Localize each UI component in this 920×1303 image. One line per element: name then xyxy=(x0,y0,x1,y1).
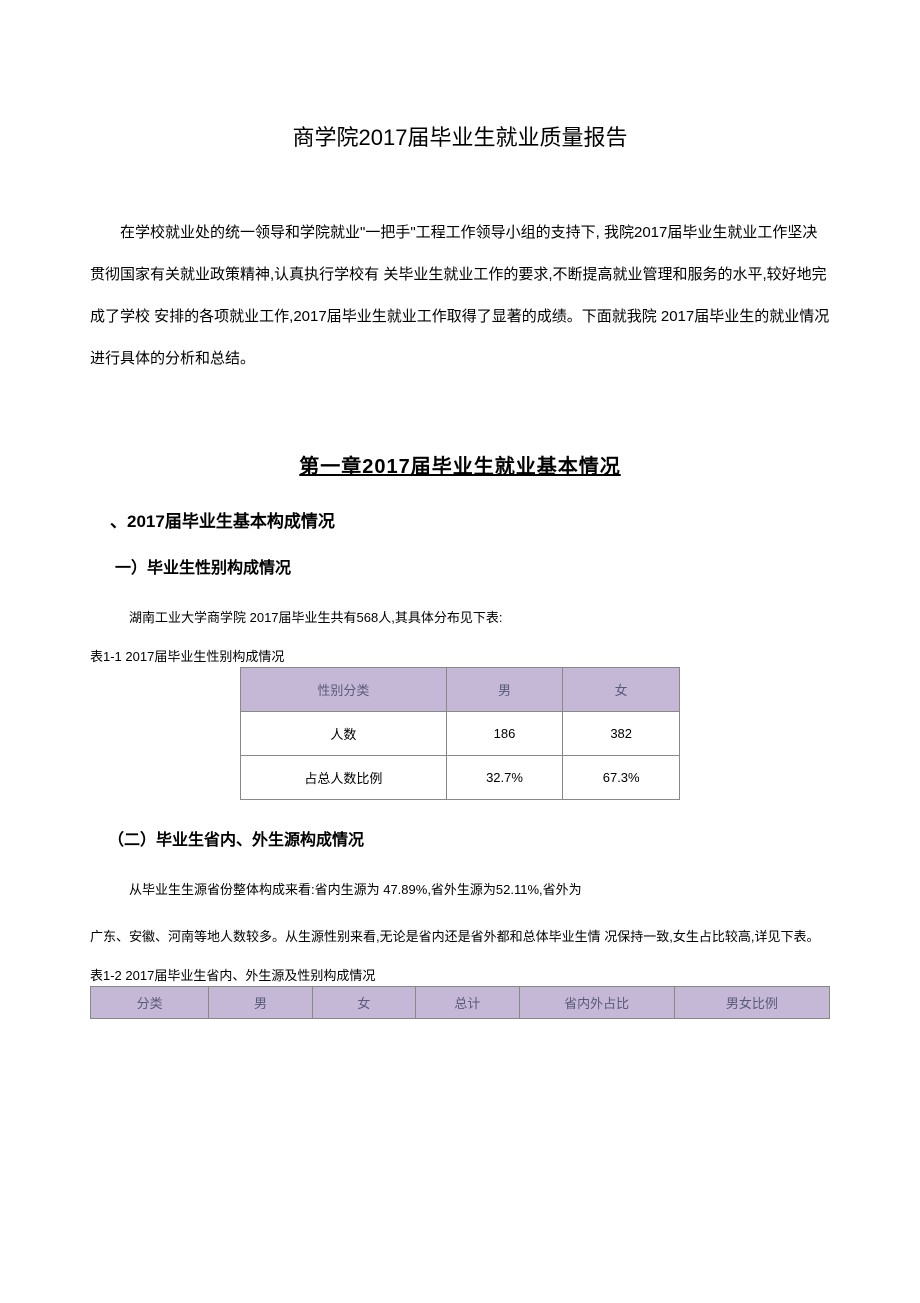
table-1-r1c2: 186 xyxy=(446,712,563,756)
intro-paragraph: 在学校就业处的统一领导和学院就业"一把手"工程工作领导小组的支持下, 我院201… xyxy=(90,212,830,380)
table-1-r2c3: 67.3% xyxy=(563,756,680,800)
table-2-h2: 男 xyxy=(209,987,312,1019)
table-1-gender: 性别分类 男 女 人数 186 382 占总人数比例 32.7% 67.3% xyxy=(240,667,680,800)
section-1-heading: 、2017届毕业生基本构成情况 xyxy=(110,507,830,532)
table-2-caption: 表1-2 2017届毕业生省内、外生源及性别构成情况 xyxy=(90,965,830,984)
subsection-1-1-heading: 一）毕业生性别构成情况 xyxy=(115,554,830,578)
subsection-1-2-heading: （二）毕业生省内、外生源构成情况 xyxy=(108,826,830,850)
table-1-header-row: 性别分类 男 女 xyxy=(241,668,680,712)
table-2-header-row: 分类 男 女 总计 省内外占比 男女比例 xyxy=(91,987,830,1019)
table-1-r2c2: 32.7% xyxy=(446,756,563,800)
table-1-row-2: 占总人数比例 32.7% 67.3% xyxy=(241,756,680,800)
chapter-1-heading: 第一章2017届毕业生就业基本情况 xyxy=(90,450,830,479)
table-2-h5: 省内外占比 xyxy=(519,987,674,1019)
paragraph-2a: 从毕业生生源省份整体构成来看:省内生源为 47.89%,省外生源为52.11%,… xyxy=(90,872,830,908)
paragraph-1: 湖南工业大学商学院 2017届毕业生共有568人,其具体分布见下表: xyxy=(90,600,830,636)
table-1-h3: 女 xyxy=(563,668,680,712)
table-1-r1c3: 382 xyxy=(563,712,680,756)
table-2-h3: 女 xyxy=(312,987,415,1019)
table-1-caption: 表1-1 2017届毕业生性别构成情况 xyxy=(90,646,830,665)
paragraph-2b: 广东、安徽、河南等地人数较多。从生源性别来看,无论是省内还是省外都和总体毕业生情… xyxy=(90,919,830,955)
table-1-r1c1: 人数 xyxy=(241,712,447,756)
report-title: 商学院2017届毕业生就业质量报告 xyxy=(90,120,830,152)
table-2-province: 分类 男 女 总计 省内外占比 男女比例 xyxy=(90,986,830,1019)
table-1-h1: 性别分类 xyxy=(241,668,447,712)
table-2-h6: 男女比例 xyxy=(674,987,829,1019)
table-2-h4: 总计 xyxy=(416,987,519,1019)
table-1-row-1: 人数 186 382 xyxy=(241,712,680,756)
table-1-r2c1: 占总人数比例 xyxy=(241,756,447,800)
table-1-h2: 男 xyxy=(446,668,563,712)
table-2-h1: 分类 xyxy=(91,987,209,1019)
